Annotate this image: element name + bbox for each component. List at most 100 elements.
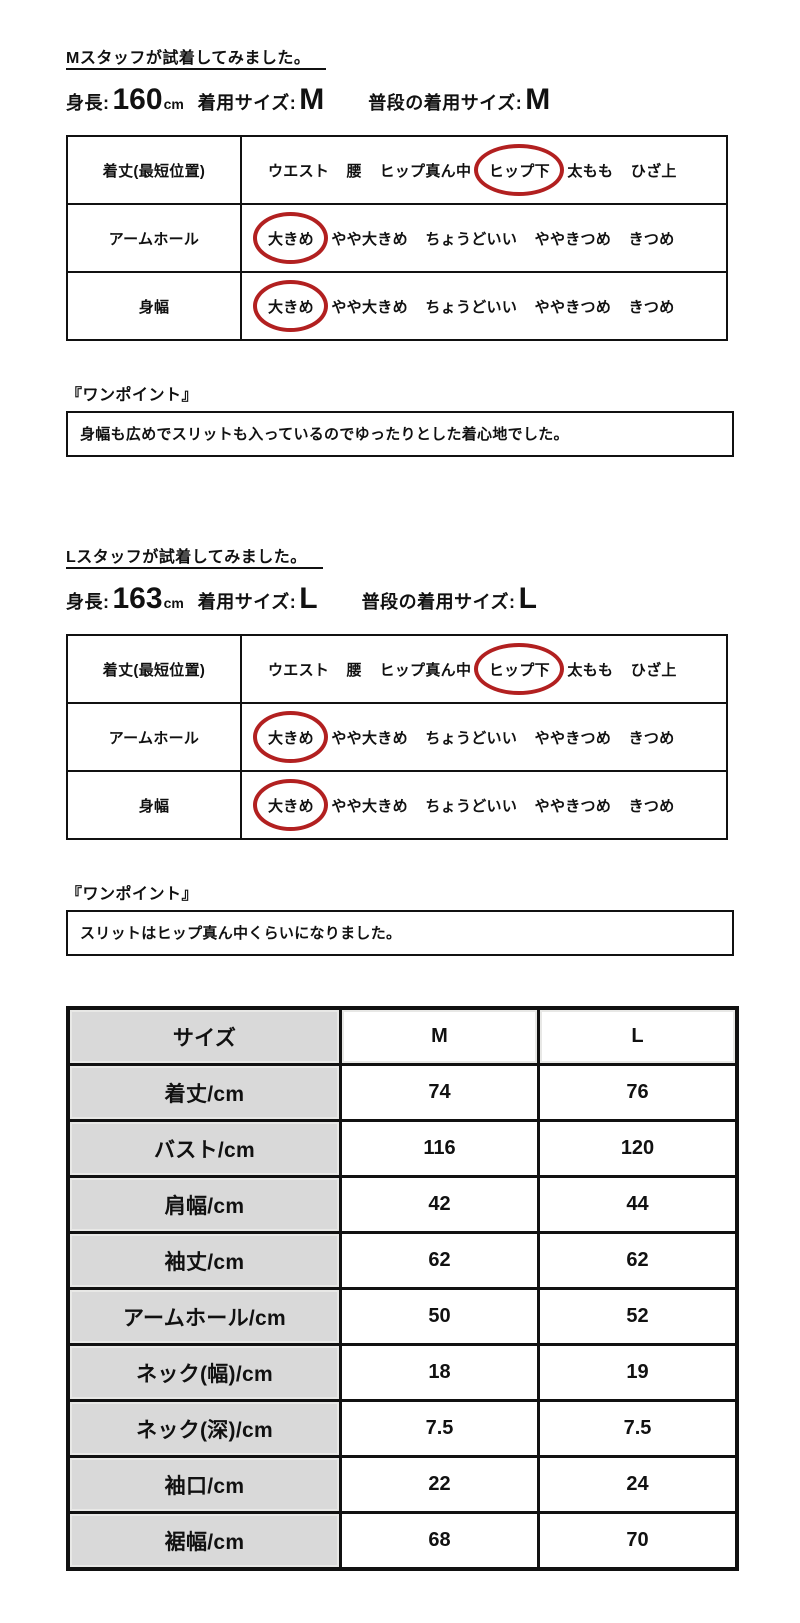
size-table-header-row: サイズ M L [66,1006,739,1066]
fit-row-length: 着丈(最短位置) ウエスト 腰 ヒップ真ん中 ヒップ下 太もも ひざ上 [66,634,728,704]
fit-option: きつめ [628,797,675,815]
size-value-l: 7.5 [537,1399,739,1458]
wearing-size-label: 着用サイズ: [197,592,297,612]
size-value-m: 68 [339,1511,540,1571]
fit-option-circled: 大きめ [253,279,328,332]
fit-option: 腰 [346,661,362,679]
size-value-l: 62 [537,1231,739,1290]
fit-row-width: 身幅 大きめ やや大きめ ちょうどいい ややきつめ きつめ [66,770,728,840]
size-value-m: 7.5 [339,1399,540,1458]
height-value: 163 [112,582,163,615]
height-value: 160 [112,83,163,116]
size-row-label: 袖口/cm [66,1455,342,1514]
size-row-cuff: 袖口/cm 22 24 [66,1455,739,1514]
size-row-neck-width: ネック(幅)/cm 18 19 [66,1343,739,1402]
fit-heading-m: Mスタッフが試着してみました。 [66,44,327,70]
size-value-m: 42 [339,1175,540,1234]
size-row-label: バスト/cm [66,1119,342,1178]
fit-row-options: 大きめ やや大きめ ちょうどいい ややきつめ きつめ [240,271,728,341]
onepoint-label-m: 『ワンポイント』 [66,387,199,404]
height-label: 身長: [66,592,110,612]
size-row-label: ネック(深)/cm [66,1399,342,1458]
fit-option: ややきつめ [534,797,612,815]
size-table: サイズ M L 着丈/cm 74 76 バスト/cm 116 120 肩幅/cm… [66,1006,739,1571]
size-row-label: アームホール/cm [66,1287,342,1346]
fit-option: ひざ上 [630,162,677,180]
fit-row-label: 着丈(最短位置) [66,634,242,704]
fit-option-circled: 大きめ [253,778,328,831]
size-value-l: 76 [537,1063,739,1122]
fit-row-label: 身幅 [66,770,242,840]
size-value-l: 19 [537,1343,739,1402]
size-row-sleeve-length: 袖丈/cm 62 62 [66,1231,739,1290]
size-value-m: 74 [339,1063,540,1122]
fit-row-length: 着丈(最短位置) ウエスト 腰 ヒップ真ん中 ヒップ下 太もも ひざ上 [66,135,728,205]
fit-row-options: 大きめ やや大きめ ちょうどいい ややきつめ きつめ [240,770,728,840]
fit-table-l: 着丈(最短位置) ウエスト 腰 ヒップ真ん中 ヒップ下 太もも ひざ上 アームホ… [66,634,728,840]
fit-option-circled: 大きめ [253,211,328,264]
fit-option: きつめ [628,729,675,747]
fit-option: ややきつめ [534,298,612,316]
fit-row-options: 大きめ やや大きめ ちょうどいい ややきつめ きつめ [240,203,728,273]
usual-size-value: L [518,582,537,615]
size-value-l: 70 [537,1511,739,1571]
fit-row-options: ウエスト 腰 ヒップ真ん中 ヒップ下 太もも ひざ上 [240,634,728,704]
height-unit: cm [163,96,184,112]
fit-option: やや大きめ [331,298,408,316]
size-table-header-size: サイズ [66,1006,342,1066]
size-row-label: 着丈/cm [66,1063,342,1122]
size-row-label: 袖丈/cm [66,1231,342,1290]
size-value-l: 24 [537,1455,739,1514]
fit-row-armhole: アームホール 大きめ やや大きめ ちょうどいい ややきつめ きつめ [66,203,728,273]
onepoint-text-m: 身幅も広めでスリットも入っているのでゆったりとした着心地でした。 [80,426,569,443]
size-row-hem-width: 裾幅/cm 68 70 [66,1511,739,1571]
fit-option: ウエスト [268,661,330,679]
wearing-size-value: M [299,83,325,116]
stats-line-l: 身長: 163 cm 着用サイズ: L 普段の着用サイズ: L [66,584,770,614]
fit-option: ウエスト [268,162,330,180]
size-value-m: 18 [339,1343,540,1402]
fit-option: ひざ上 [630,661,677,679]
size-value-l: 120 [537,1119,739,1178]
fit-row-label: 着丈(最短位置) [66,135,242,205]
fit-option: きつめ [628,298,675,316]
fit-option: ちょうどいい [425,797,518,815]
usual-size-label: 普段の着用サイズ: [361,592,516,612]
onepoint-box-m: 身幅も広めでスリットも入っているのでゆったりとした着心地でした。 [66,411,734,457]
fit-option: ややきつめ [534,729,612,747]
size-value-m: 22 [339,1455,540,1514]
size-row-neck-depth: ネック(深)/cm 7.5 7.5 [66,1399,739,1458]
fit-row-width: 身幅 大きめ やや大きめ ちょうどいい ややきつめ きつめ [66,271,728,341]
size-row-bust: バスト/cm 116 120 [66,1119,739,1178]
fit-option: きつめ [628,230,675,248]
size-value-m: 62 [339,1231,540,1290]
height-unit: cm [163,595,184,611]
height-label: 身長: [66,93,110,113]
fit-option: やや大きめ [331,729,408,747]
onepoint-box-l: スリットはヒップ真ん中くらいになりました。 [66,910,734,956]
fit-row-armhole: アームホール 大きめ やや大きめ ちょうどいい ややきつめ きつめ [66,702,728,772]
size-value-m: 50 [339,1287,540,1346]
size-row-shoulder: 肩幅/cm 42 44 [66,1175,739,1234]
fit-option: ちょうどいい [425,729,518,747]
fit-option: 腰 [346,162,362,180]
size-value-m: 116 [339,1119,540,1178]
fit-option: 太もも [567,661,614,679]
size-table-header-l: L [537,1006,739,1066]
usual-size-value: M [525,83,551,116]
fit-heading-l: Lスタッフが試着してみました。 [66,543,323,569]
fit-option: ちょうどいい [425,298,518,316]
stats-line-m: 身長: 160 cm 着用サイズ: M 普段の着用サイズ: M [66,85,770,115]
size-value-l: 44 [537,1175,739,1234]
wearing-size-label: 着用サイズ: [197,93,297,113]
size-table-header-m: M [339,1006,540,1066]
size-value-l: 52 [537,1287,739,1346]
fit-option: ヒップ真ん中 [379,162,472,180]
fit-option: 太もも [567,162,614,180]
onepoint-text-l: スリットはヒップ真ん中くらいになりました。 [80,925,402,942]
size-row-label: 裾幅/cm [66,1511,342,1571]
onepoint-label-l: 『ワンポイント』 [66,886,199,903]
fit-option-circled: ヒップ下 [473,143,565,196]
fit-option-circled: ヒップ下 [473,642,565,695]
